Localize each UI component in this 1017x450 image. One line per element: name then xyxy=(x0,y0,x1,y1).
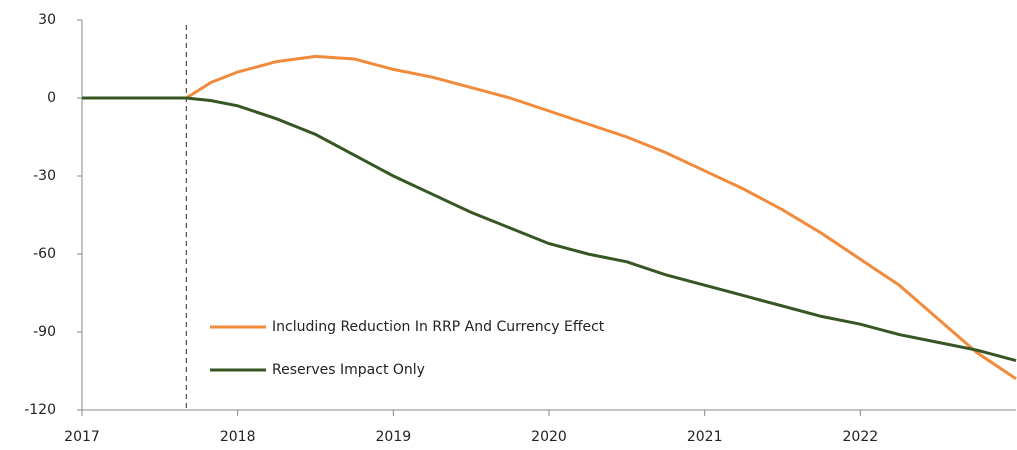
x-tick-label: 2022 xyxy=(843,429,879,445)
x-tick-label: 2019 xyxy=(376,429,412,445)
y-tick-label: -60 xyxy=(33,246,56,262)
y-tick-label: -120 xyxy=(24,402,56,418)
x-tick-label: 2017 xyxy=(64,429,100,445)
y-tick-label: 30 xyxy=(38,12,56,28)
y-tick-label: -30 xyxy=(33,168,56,184)
x-tick-label: 2021 xyxy=(687,429,723,445)
line xyxy=(185,54,1017,381)
legend-label: Reserves Impact Only xyxy=(272,362,425,378)
x-tick-label: 2018 xyxy=(220,429,256,445)
y-tick-label: 0 xyxy=(47,90,56,106)
y-tick-label: -90 xyxy=(33,324,56,340)
line xyxy=(82,96,1017,363)
x-tick-label: 2020 xyxy=(531,429,567,445)
legend-label: Including Reduction In RRP And Currency … xyxy=(272,319,605,335)
